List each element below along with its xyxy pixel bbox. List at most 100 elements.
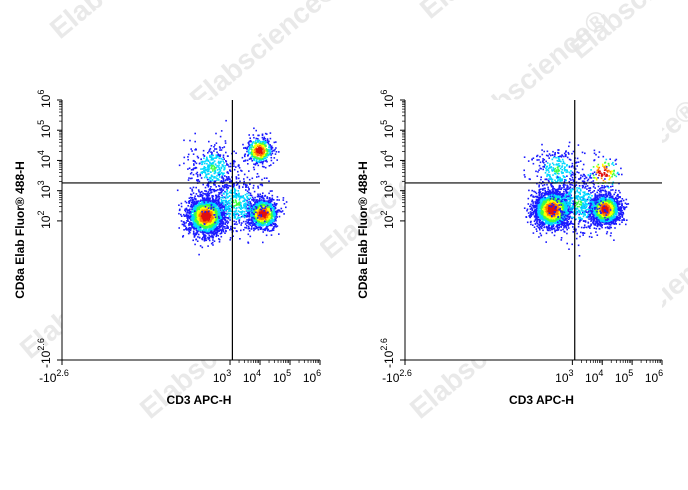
scatter-point <box>264 216 266 219</box>
scatter-point <box>224 196 226 199</box>
scatter-point <box>204 223 206 226</box>
scatter-point <box>237 196 240 198</box>
scatter-point <box>222 156 225 158</box>
scatter-point <box>200 168 202 170</box>
scatter-point <box>206 232 208 235</box>
scatter-point <box>273 157 276 159</box>
scatter-point <box>196 215 199 217</box>
scatter-point <box>237 214 240 216</box>
scatter-point <box>220 160 222 163</box>
scatter-point <box>259 202 262 205</box>
scatter-point <box>208 234 211 237</box>
scatter-point <box>256 155 259 157</box>
scatter-point <box>270 154 272 156</box>
scatter-point <box>195 233 198 236</box>
scatter-point <box>189 210 191 213</box>
scatter-point <box>244 183 247 186</box>
scatter-point <box>230 225 232 228</box>
scatter-point <box>221 164 224 166</box>
scatter-point <box>256 215 259 217</box>
scatter-point <box>249 144 252 146</box>
scatter-point <box>201 222 203 224</box>
scatter-point <box>191 218 194 220</box>
scatter-point <box>207 210 210 213</box>
scatter-point <box>187 156 189 158</box>
scatter-point <box>226 164 228 166</box>
scatter-point <box>211 178 214 181</box>
scatter-point <box>270 213 273 215</box>
scatter-point <box>253 205 255 207</box>
scatter-point <box>230 192 233 194</box>
scatter-point <box>191 150 193 152</box>
scatter-point <box>264 132 267 135</box>
scatter-point <box>255 222 258 225</box>
scatter-point <box>255 161 258 164</box>
scatter-point <box>198 213 201 216</box>
scatter-point <box>233 205 236 207</box>
scatter-point <box>225 203 228 206</box>
scatter-point <box>201 246 204 249</box>
scatter-point <box>271 152 274 155</box>
scatter-point <box>213 189 215 192</box>
scatter-point <box>275 215 277 217</box>
scatter-point <box>209 221 211 224</box>
scatter-point <box>212 163 214 165</box>
scatter-point <box>270 164 272 166</box>
scatter-point <box>265 209 267 212</box>
scatter-point <box>185 215 188 217</box>
scatter-point <box>253 204 255 206</box>
scatter-point <box>205 175 207 177</box>
scatter-point <box>194 195 196 198</box>
scatter-point <box>266 215 268 218</box>
scatter-point <box>198 204 200 206</box>
scatter-point <box>255 211 257 214</box>
scatter-point <box>206 158 208 160</box>
scatter-point <box>226 193 228 195</box>
scatter-point <box>268 221 270 224</box>
scatter-point <box>220 188 223 190</box>
scatter-point <box>252 184 255 187</box>
scatter-point <box>266 227 268 230</box>
scatter-point <box>212 209 215 211</box>
scatter-point <box>272 226 275 228</box>
scatter-point <box>215 197 217 199</box>
scatter-point <box>262 228 264 231</box>
scatter-point <box>183 162 185 165</box>
scatter-point <box>270 200 272 202</box>
scatter-point <box>218 154 221 156</box>
scatter-point <box>202 238 204 241</box>
scatter-point <box>218 196 221 198</box>
scatter-point <box>202 214 205 217</box>
scatter-point <box>263 154 266 156</box>
scatter-point <box>256 210 258 213</box>
scatter-point <box>227 207 230 209</box>
scatter-point <box>207 230 210 233</box>
scatter-point <box>195 224 198 226</box>
scatter-point <box>233 196 236 198</box>
scatter-point <box>233 187 236 190</box>
scatter-point <box>207 221 210 223</box>
scatter-point <box>236 202 238 205</box>
scatter-point <box>252 214 254 217</box>
scatter-point <box>219 222 221 225</box>
scatter-point <box>233 220 235 223</box>
scatter-point <box>261 178 263 181</box>
scatter-point <box>207 192 209 195</box>
scatter-point <box>223 146 226 148</box>
scatter-point <box>256 148 258 151</box>
scatter-point <box>269 132 272 134</box>
scatter-point <box>178 209 181 212</box>
scatter-point <box>271 147 274 149</box>
scatter-point <box>212 225 215 228</box>
scatter-point <box>190 224 192 226</box>
scatter-point <box>270 203 273 206</box>
scatter-point <box>268 219 270 221</box>
scatter-point <box>251 205 253 208</box>
scatter-point <box>220 210 223 212</box>
scatter-point <box>266 154 269 156</box>
scatter-point <box>215 207 217 210</box>
scatter-point <box>208 222 210 225</box>
scatter-point <box>215 186 217 188</box>
scatter-point <box>257 138 259 140</box>
scatter-point <box>222 172 224 175</box>
